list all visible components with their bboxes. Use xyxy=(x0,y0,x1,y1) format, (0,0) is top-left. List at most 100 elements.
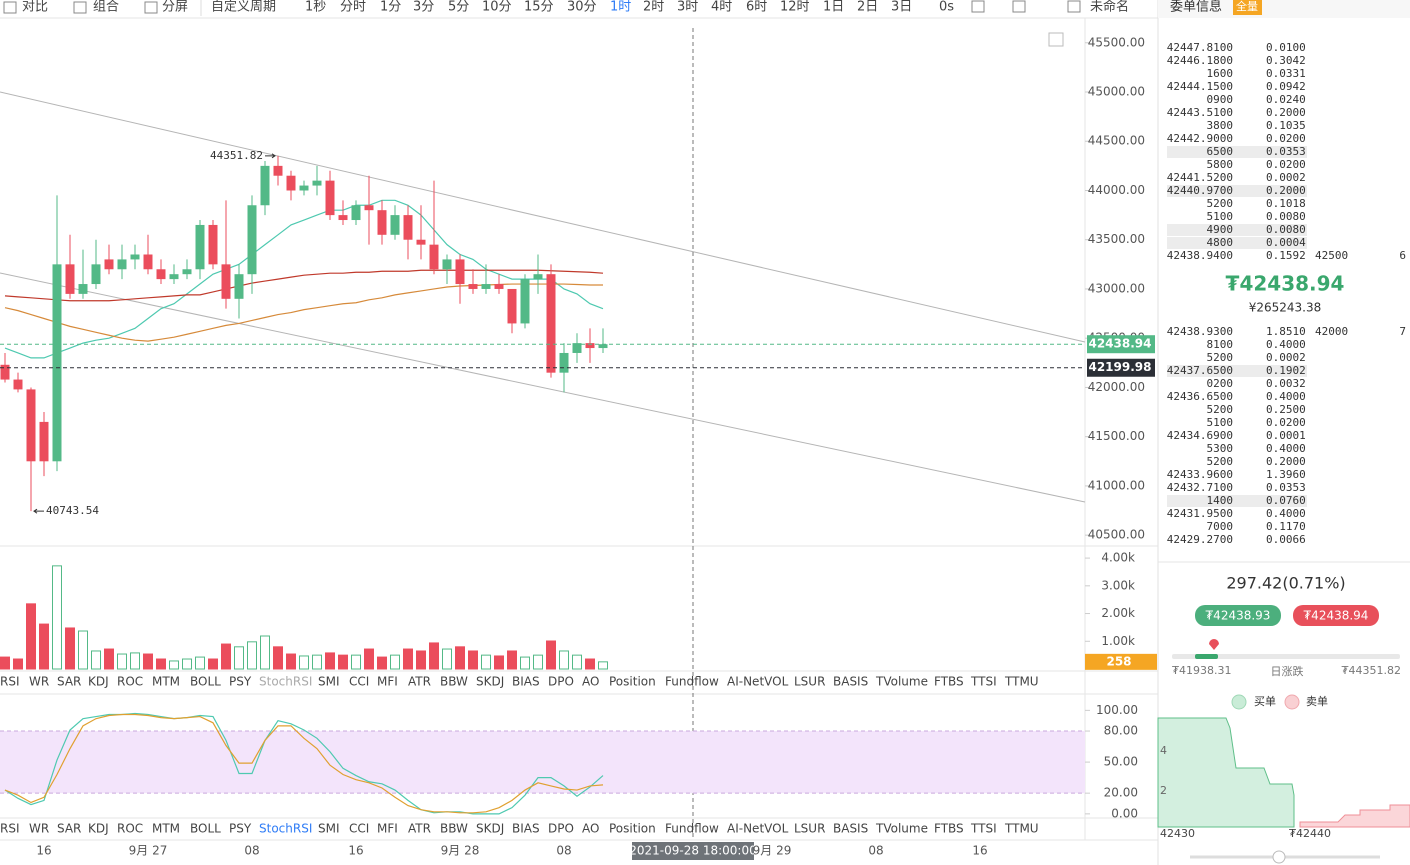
indicator-tab[interactable]: WR xyxy=(29,675,49,689)
order-amount: 0.2000 xyxy=(1266,184,1306,197)
toolbar-item[interactable]: 10分 xyxy=(482,0,512,15)
toolbar-icon[interactable] xyxy=(3,1,17,14)
toolbar-icon[interactable] xyxy=(971,0,985,13)
indicator-tab[interactable]: MFI xyxy=(377,822,398,836)
toolbar-item[interactable]: 3分 xyxy=(413,0,434,15)
indicator-tab[interactable]: ROC xyxy=(117,822,143,836)
indicator-tab[interactable]: PSY xyxy=(229,822,252,836)
indicator-tab[interactable]: MTM xyxy=(152,675,180,689)
toolbar-item[interactable]: 组合 xyxy=(93,0,119,15)
indicator-tab[interactable]: BASIS xyxy=(833,675,868,689)
volume-bar xyxy=(507,650,517,670)
toolbar-item[interactable]: 15分 xyxy=(524,0,554,15)
expand-icon[interactable] xyxy=(1048,32,1064,47)
toolbar-item[interactable]: 6时 xyxy=(746,0,767,15)
sell-button-label[interactable]: ₮42438.94 xyxy=(1304,609,1369,623)
indicator-tab[interactable]: TTMU xyxy=(1004,822,1039,836)
toolbar-item[interactable]: 自定义周期 xyxy=(211,0,276,15)
indicator-tab[interactable]: Fundflow xyxy=(665,675,719,689)
indicator-tab[interactable]: AI-NetVOL xyxy=(727,822,789,836)
candle-body xyxy=(182,269,192,275)
indicator-tab[interactable]: PSY xyxy=(229,675,252,689)
indicator-tab[interactable]: FTBS xyxy=(934,822,964,836)
indicator-tab[interactable]: ROC xyxy=(117,675,143,689)
toolbar-item[interactable]: 0s xyxy=(939,0,954,15)
toolbar-item[interactable]: 3时 xyxy=(677,0,698,15)
indicator-tab[interactable]: FTBS xyxy=(934,675,964,689)
indicator-tab[interactable]: TVolume xyxy=(875,822,928,836)
indicator-tab[interactable]: KDJ xyxy=(88,675,109,689)
indicator-tab[interactable]: SMI xyxy=(318,675,340,689)
indicator-tab[interactable]: DPO xyxy=(548,822,574,836)
toolbar-item[interactable]: 3日 xyxy=(891,0,912,15)
candle-body xyxy=(65,264,75,294)
toolbar-item[interactable]: 12时 xyxy=(780,0,810,15)
indicator-tab[interactable]: SAR xyxy=(57,675,81,689)
toolbar-item[interactable]: 2时 xyxy=(643,0,664,15)
indicator-tab[interactable]: RSI xyxy=(0,675,20,689)
indicator-tab[interactable]: Position xyxy=(609,822,656,836)
indicator-tab[interactable]: KDJ xyxy=(88,822,109,836)
indicator-tab[interactable]: CCI xyxy=(349,822,369,836)
order-price: 5200 xyxy=(1207,351,1234,364)
indicator-tab[interactable]: SAR xyxy=(57,822,81,836)
toolbar-icon[interactable] xyxy=(144,1,158,14)
indicator-tab[interactable]: DPO xyxy=(548,675,574,689)
indicator-tab[interactable]: RSI xyxy=(0,822,20,836)
toolbar-item[interactable]: 4时 xyxy=(711,0,732,15)
toolbar-item[interactable]: 5分 xyxy=(448,0,469,15)
indicator-tab[interactable]: SKDJ xyxy=(476,675,504,689)
toolbar-item[interactable]: 2日 xyxy=(857,0,878,15)
indicator-tab[interactable]: SMI xyxy=(318,822,340,836)
toolbar-item[interactable]: 30分 xyxy=(567,0,597,15)
indicator-tab[interactable]: CCI xyxy=(349,675,369,689)
toolbar-item[interactable]: 1日 xyxy=(823,0,844,15)
indicator-tab[interactable]: Position xyxy=(609,675,656,689)
indicator-tab[interactable]: AO xyxy=(582,675,599,689)
indicator-tab[interactable]: BIAS xyxy=(512,822,540,836)
y-tick-label: 44000.00 xyxy=(1088,183,1145,197)
candle-body xyxy=(455,259,465,285)
buy-button[interactable] xyxy=(1195,605,1281,626)
toolbar-item[interactable]: 未命名 xyxy=(1090,0,1129,15)
toolbar-item[interactable]: 1分 xyxy=(380,0,401,15)
zoom-handle[interactable] xyxy=(1272,850,1286,864)
indicator-tab[interactable]: TTSI xyxy=(970,822,997,836)
sell-button[interactable] xyxy=(1293,605,1379,626)
toolbar-item[interactable]: 1时 xyxy=(610,0,631,15)
toolbar-item[interactable]: 分时 xyxy=(340,0,366,15)
indicator-tab[interactable]: BASIS xyxy=(833,822,868,836)
indicator-tab[interactable]: StochRSI xyxy=(259,822,312,836)
indicator-tab[interactable]: BBW xyxy=(440,675,468,689)
toolbar-icon[interactable] xyxy=(1012,0,1026,13)
toolbar-item[interactable]: 1秒 xyxy=(305,0,326,15)
toolbar-item[interactable]: 分屏 xyxy=(162,0,188,15)
indicator-tab[interactable]: TVolume xyxy=(875,675,928,689)
toolbar-item[interactable]: 对比 xyxy=(22,0,48,15)
indicator-tab[interactable]: MTM xyxy=(152,822,180,836)
indicator-tab[interactable]: SKDJ xyxy=(476,822,504,836)
mode-badge[interactable] xyxy=(1233,0,1262,15)
indicator-tab[interactable]: MFI xyxy=(377,675,398,689)
indicator-tab[interactable]: WR xyxy=(29,822,49,836)
order-amount: 0.4000 xyxy=(1266,390,1306,403)
indicator-tab[interactable]: StochRSI xyxy=(259,675,312,689)
toolbar-icon[interactable] xyxy=(1067,0,1081,13)
indicator-tab[interactable]: BOLL xyxy=(190,822,221,836)
indicator-tab[interactable]: BBW xyxy=(440,822,468,836)
indicator-tab[interactable]: AO xyxy=(582,822,599,836)
indicator-tab[interactable]: BOLL xyxy=(190,675,221,689)
buy-button-label[interactable]: ₮42438.93 xyxy=(1206,609,1271,623)
indicator-tab[interactable]: TTMU xyxy=(1004,675,1039,689)
indicator-tab[interactable]: AI-NetVOL xyxy=(727,675,789,689)
toolbar-icon[interactable] xyxy=(73,1,87,14)
mode-label[interactable]: 全量 xyxy=(1236,0,1258,13)
indicator-tab[interactable]: LSUR xyxy=(794,822,825,836)
indicator-tab[interactable]: LSUR xyxy=(794,675,825,689)
indicator-tab[interactable]: ATR xyxy=(408,675,431,689)
indicator-tab[interactable]: BIAS xyxy=(512,675,540,689)
indicator-tab[interactable]: TTSI xyxy=(970,675,997,689)
indicator-tab[interactable]: ATR xyxy=(408,822,431,836)
indicator-tab[interactable]: Fundflow xyxy=(665,822,719,836)
